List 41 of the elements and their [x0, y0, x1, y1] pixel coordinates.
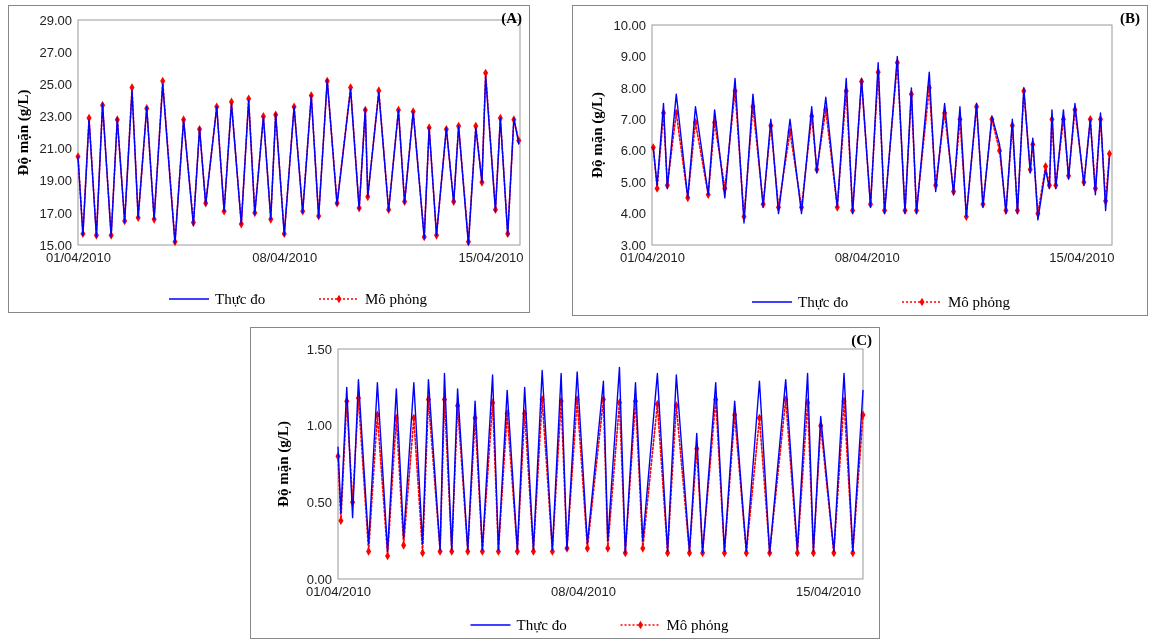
x-tick-label: 01/04/2010	[305, 584, 372, 600]
x-tick-label: 08/04/2010	[252, 250, 318, 266]
x-tick-label: 08/04/2010	[834, 250, 900, 266]
legend-label: Mô phỏng	[666, 617, 730, 633]
y-tick-label: 17.00	[39, 205, 72, 221]
y-tick-label: 4.00	[620, 206, 646, 222]
y-tick-label: 21.00	[39, 141, 72, 157]
chart-title: (B)	[1120, 10, 1140, 27]
legend-label: Thực đo	[798, 294, 849, 310]
y-axis-title: Độ mặn (g/L)	[589, 92, 606, 178]
y-tick-label: 0.50	[306, 494, 332, 510]
y-tick-label: 8.00	[620, 80, 646, 96]
legend-label: Thực đo	[215, 291, 266, 307]
x-tick-label: 15/04/2010	[795, 584, 862, 600]
x-tick-label: 01/04/2010	[619, 250, 686, 266]
y-tick-label: 29.00	[39, 12, 72, 28]
y-tick-label: 23.00	[39, 109, 72, 125]
y-tick-label: 15.00	[39, 237, 72, 253]
x-tick-label: 08/04/2010	[550, 584, 617, 600]
x-tick-label: 15/04/2010	[458, 250, 524, 266]
y-tick-label: 1.50	[306, 341, 332, 357]
legend-label: Mô phỏng	[948, 294, 1011, 310]
chart-title: (C)	[851, 332, 872, 349]
y-tick-label: 10.00	[613, 17, 646, 33]
y-tick-label: 1.00	[306, 418, 332, 434]
legend-label: Mô phỏng	[365, 291, 428, 307]
y-tick-label: 19.00	[39, 173, 72, 189]
y-tick-label: 5.00	[620, 174, 646, 190]
legend-label: Thực đo	[516, 617, 567, 633]
y-tick-label: 25.00	[39, 76, 72, 92]
y-tick-label: 7.00	[620, 111, 646, 127]
y-axis-title: Độ mặn (g/L)	[275, 421, 292, 507]
x-tick-label: 15/04/2010	[1049, 250, 1115, 266]
y-tick-label: 27.00	[39, 44, 72, 60]
x-tick-label: 01/04/2010	[45, 250, 112, 266]
y-tick-label: 6.00	[620, 143, 646, 159]
y-tick-label: 9.00	[620, 49, 646, 65]
y-tick-label: 0.00	[306, 571, 332, 587]
y-axis-title: Độ mặn (g/L)	[15, 89, 32, 176]
y-tick-label: 3.00	[620, 237, 646, 253]
chart-title: (A)	[501, 10, 522, 27]
